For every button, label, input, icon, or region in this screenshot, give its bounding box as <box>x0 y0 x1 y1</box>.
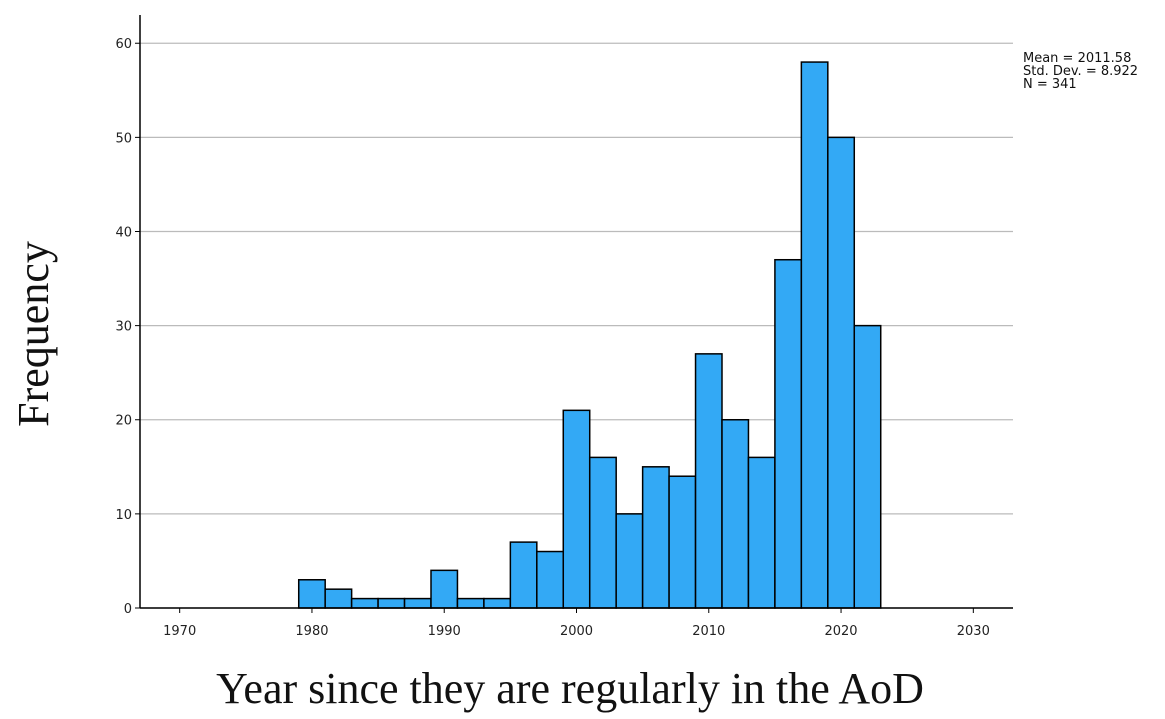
bar <box>747 456 776 609</box>
bar <box>800 61 829 609</box>
x-tick-label: 2010 <box>692 624 725 639</box>
x-axis-label: Year since they are regularly in the AoD <box>216 664 924 713</box>
y-tick-label: 20 <box>115 414 132 429</box>
y-tick-label: 60 <box>115 37 132 52</box>
bar <box>774 258 803 609</box>
x-tick-label: 2020 <box>824 624 857 639</box>
bar <box>562 409 591 609</box>
y-tick-label: 10 <box>115 508 132 523</box>
bar <box>456 597 485 609</box>
bar <box>853 324 882 609</box>
stat-text: N = 341 <box>1023 77 1077 92</box>
bar <box>483 597 512 609</box>
stat-text: Std. Dev. = 8.922 <box>1023 64 1138 79</box>
bar <box>509 541 538 609</box>
bar <box>641 466 670 609</box>
x-tick-label: 1970 <box>163 624 196 639</box>
y-tick-label: 0 <box>124 602 132 617</box>
bar <box>403 597 432 609</box>
bar <box>721 418 750 609</box>
bar <box>324 588 353 609</box>
bar <box>827 136 856 609</box>
bar <box>588 456 617 609</box>
stat-text: Mean = 2011.58 <box>1023 51 1131 66</box>
bar <box>694 353 723 609</box>
y-tick-label: 50 <box>115 131 132 146</box>
bar <box>615 513 644 609</box>
x-tick-label: 1990 <box>428 624 461 639</box>
bar <box>536 550 565 609</box>
y-tick-label: 30 <box>115 320 132 335</box>
bar <box>668 475 697 609</box>
bar <box>350 597 379 609</box>
x-tick-label: 1980 <box>295 624 328 639</box>
x-tick-label: 2030 <box>957 624 990 639</box>
bar <box>377 597 406 609</box>
bar <box>430 569 459 609</box>
x-tick-label: 2000 <box>560 624 593 639</box>
y-axis-label: Frequency <box>9 241 58 427</box>
bar <box>297 579 326 609</box>
y-tick-label: 40 <box>115 225 132 240</box>
